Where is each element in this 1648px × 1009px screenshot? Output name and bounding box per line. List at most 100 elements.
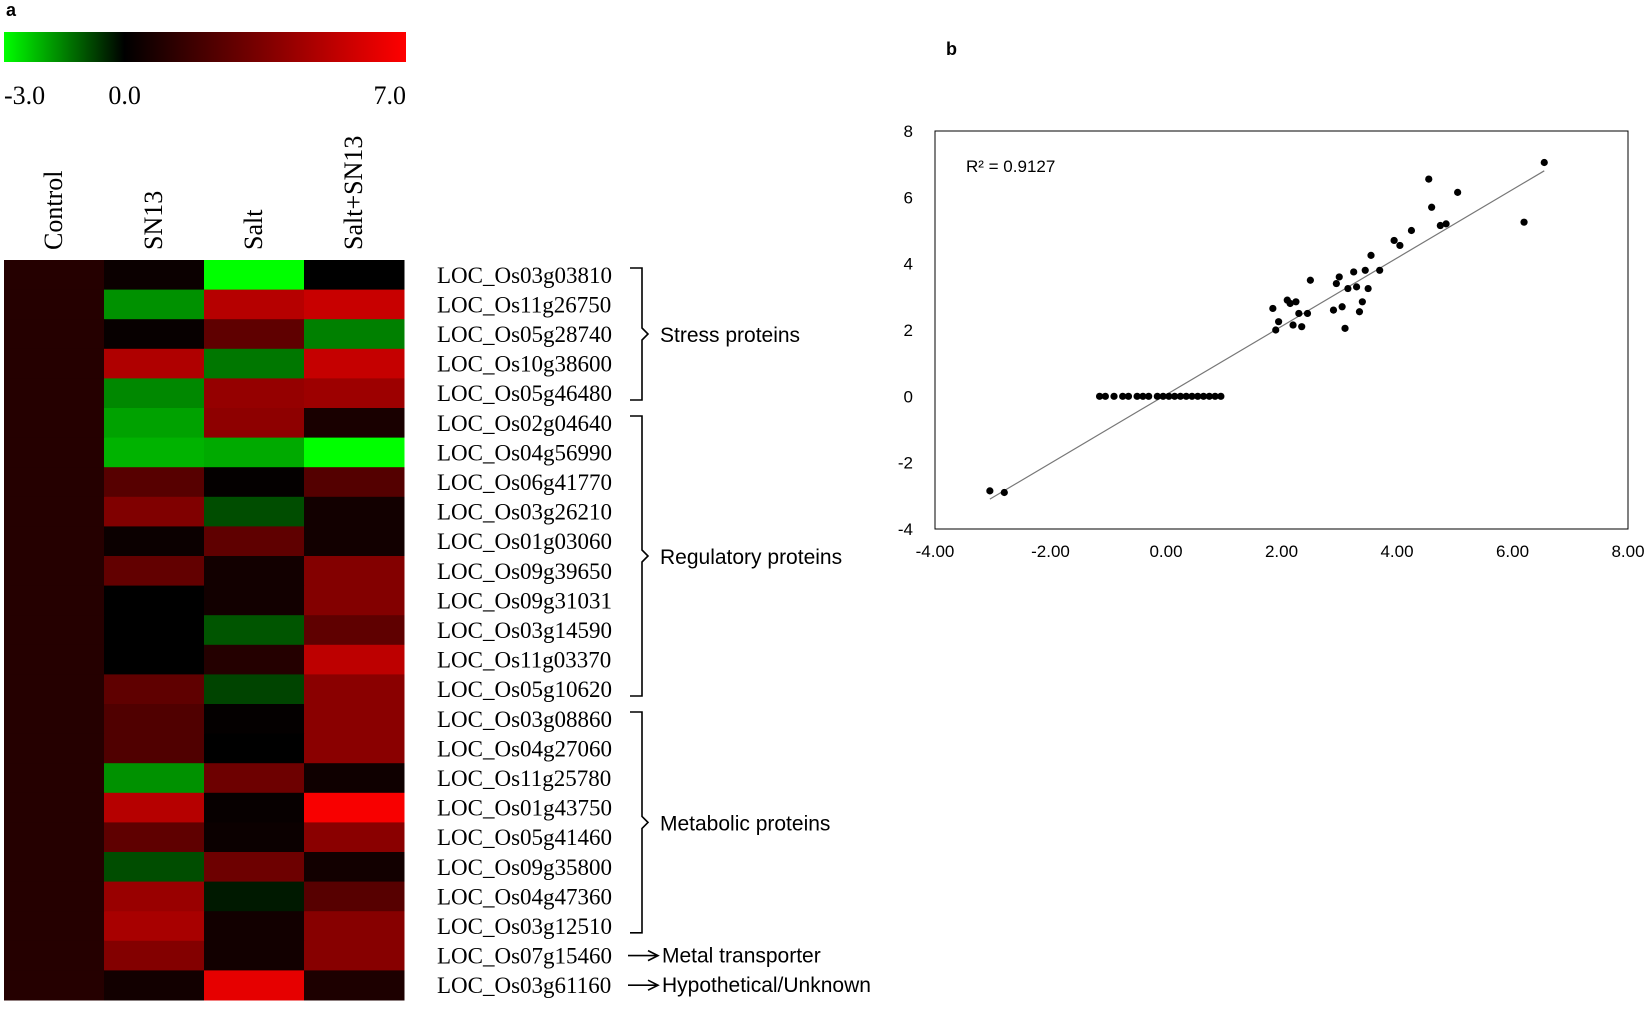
heatmap-cell	[204, 704, 305, 735]
heatmap-cell	[204, 467, 305, 498]
protein-group-annotations: Stress proteins Regulatory proteins Metabo…	[628, 267, 871, 997]
heatmap-row-labels: LOC_Os03g03810 LOC_Os11g26750 LOC_Os05g287…	[437, 263, 612, 998]
gene-label: LOC_Os11g03370	[437, 648, 611, 673]
heatmap-cell	[4, 615, 105, 646]
heatmap-cell	[4, 348, 105, 379]
heatmap-cell	[104, 467, 205, 498]
scatter-point	[1306, 276, 1314, 284]
heatmap-cell	[204, 733, 305, 764]
heatmap-cell	[304, 526, 405, 557]
group-label: Hypothetical/Unknown	[662, 974, 871, 997]
group-arrow-head	[647, 979, 660, 991]
x-tick-label: -4.00	[916, 542, 955, 561]
scatter-point	[1269, 304, 1277, 313]
heatmap-cell	[4, 408, 105, 439]
heatmap-cell	[4, 763, 105, 794]
heatmap-cell	[304, 704, 405, 735]
heatmap-cell	[104, 674, 205, 705]
heatmap-cell	[204, 644, 305, 675]
y-tick-label: -2	[898, 454, 913, 473]
scatter-point	[1454, 188, 1462, 196]
gene-label: LOC_Os05g28740	[437, 322, 612, 347]
scatter-point	[1171, 392, 1179, 400]
scatter-point	[1101, 392, 1109, 400]
heatmap-cell	[204, 970, 305, 1001]
gene-label: LOC_Os03g26210	[437, 500, 612, 525]
heatmap-cell	[104, 348, 205, 379]
y-tick-label: 0	[904, 387, 913, 406]
group-brace	[630, 267, 650, 401]
scatter-point	[1425, 175, 1433, 183]
scatter-point	[1188, 392, 1196, 400]
heatmap-cell	[304, 852, 405, 883]
heatmap-cell	[4, 437, 105, 468]
x-tick-label: 6.00	[1496, 542, 1529, 561]
gene-label: LOC_Os03g61160	[437, 973, 611, 998]
heatmap-cell	[304, 970, 405, 1001]
heatmap-cell	[104, 319, 205, 350]
group-label: Stress proteins	[660, 324, 800, 347]
column-header: Salt+SN13	[339, 136, 368, 250]
colorbar	[4, 32, 406, 62]
x-axis-ticks: -4.00 -2.00 0.00 2.00 4.00 6.00 8.00	[916, 542, 1645, 561]
gene-label: LOC_Os05g10620	[437, 677, 612, 702]
heatmap-cell	[4, 733, 105, 764]
colorbar-label: -3.0	[4, 81, 45, 110]
scatter-point	[1000, 488, 1008, 497]
panel-label-a: a	[6, 0, 17, 20]
scatter-point	[1376, 266, 1384, 274]
heatmap-cell	[104, 585, 205, 616]
scatter-point	[1289, 321, 1297, 329]
gene-label: LOC_Os09g39650	[437, 559, 612, 584]
scatter-point	[1119, 392, 1127, 400]
gene-label: LOC_Os09g35800	[437, 855, 612, 880]
heatmap-cell	[304, 733, 405, 764]
heatmap-cell	[104, 704, 205, 735]
trend-line	[989, 170, 1545, 500]
heatmap-cell	[304, 437, 405, 468]
x-tick-label: 4.00	[1380, 542, 1413, 561]
heatmap-cell	[104, 970, 205, 1001]
heatmap-cell	[104, 615, 205, 646]
heatmap-cell	[304, 822, 405, 853]
y-tick-label: 8	[904, 122, 913, 141]
y-tick-label: -4	[898, 520, 913, 539]
scatter-point	[1436, 221, 1444, 230]
scatter-point	[1352, 283, 1361, 291]
heatmap-cell	[4, 289, 105, 320]
heatmap-cell	[4, 319, 105, 350]
plot-area	[934, 130, 1629, 530]
heatmap-cell	[204, 585, 305, 616]
group-label: Regulatory proteins	[660, 546, 842, 569]
colorbar-label: 0.0	[108, 81, 141, 110]
heatmap-cell	[104, 733, 205, 764]
heatmap-cell	[304, 615, 405, 646]
scatter-point	[1139, 392, 1147, 400]
heatmap-cell	[304, 644, 405, 675]
scatter-point	[1407, 226, 1416, 235]
heatmap-cell	[204, 289, 305, 320]
gene-label: LOC_Os06g41770	[437, 470, 612, 495]
scatter-point	[1292, 298, 1300, 306]
scatter-point	[1442, 220, 1450, 228]
scatter-point	[1540, 158, 1548, 167]
heatmap	[4, 260, 405, 1001]
scatter-point	[1332, 279, 1340, 288]
heatmap-cell	[4, 970, 105, 1001]
gene-label: LOC_Os03g12510	[437, 914, 612, 939]
heatmap-cell	[104, 792, 205, 823]
heatmap-cell	[104, 911, 205, 942]
x-tick-label: 2.00	[1265, 542, 1298, 561]
scatter-point	[1396, 241, 1404, 250]
gene-label: LOC_Os02g04640	[437, 411, 612, 436]
gene-label: LOC_Os11g26750	[437, 292, 611, 317]
scatter-point	[1199, 392, 1208, 400]
heatmap-cell	[104, 940, 205, 971]
gene-label: LOC_Os09g31031	[437, 588, 612, 613]
gene-label: LOC_Os07g15460	[437, 944, 612, 969]
colorbar-labels: -3.0 0.0 7.0	[4, 81, 406, 110]
heatmap-cell	[304, 585, 405, 616]
group-label: Metabolic proteins	[660, 812, 830, 835]
scatter-point	[1145, 392, 1153, 400]
